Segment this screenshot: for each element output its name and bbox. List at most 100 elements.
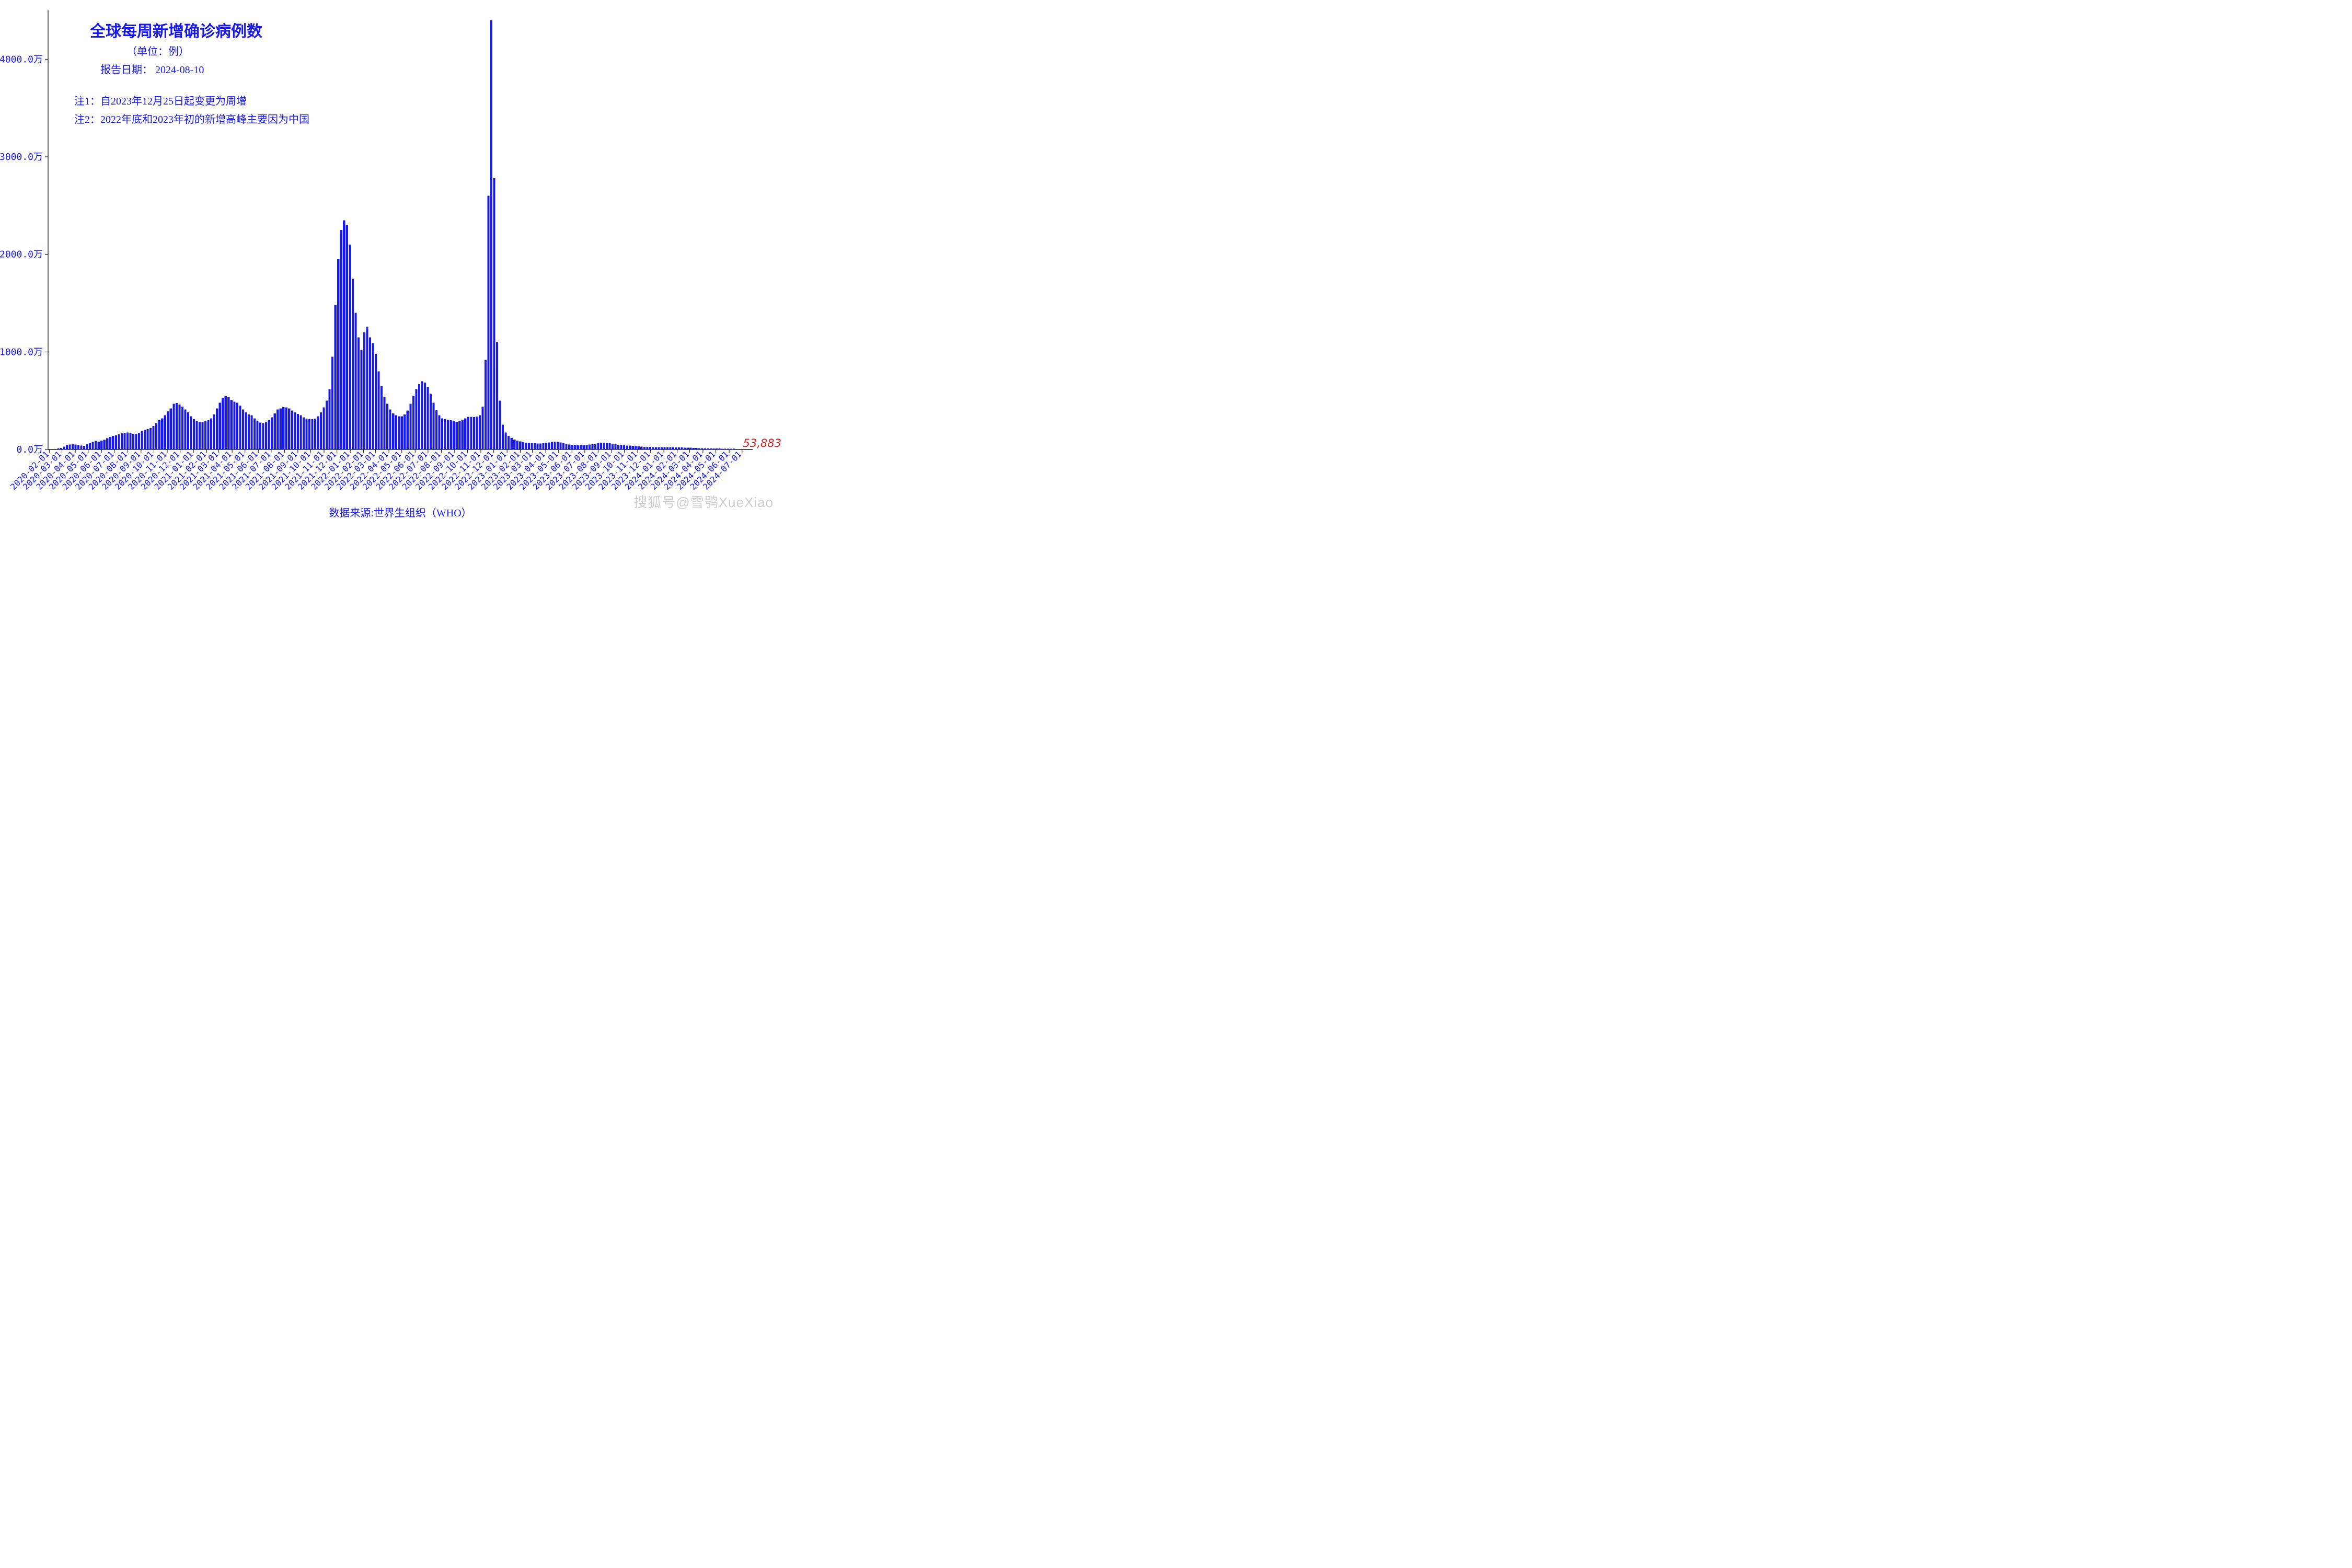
bar xyxy=(481,407,483,449)
bar xyxy=(600,443,602,449)
bar xyxy=(100,441,102,449)
bar xyxy=(141,431,143,449)
bar xyxy=(158,420,160,449)
bar xyxy=(280,409,282,449)
bar xyxy=(187,412,189,449)
bar xyxy=(701,448,703,449)
bar xyxy=(456,422,458,449)
bar xyxy=(250,416,252,449)
bar xyxy=(580,445,582,449)
bar xyxy=(487,196,489,449)
bar xyxy=(63,446,65,449)
bar xyxy=(135,434,137,449)
bar xyxy=(562,443,564,449)
bar xyxy=(577,445,579,449)
bar xyxy=(149,428,152,449)
bar xyxy=(271,417,273,449)
bar xyxy=(176,403,178,449)
bar xyxy=(352,279,354,449)
y-tick-label: 4000.0万 xyxy=(0,54,43,65)
bar xyxy=(663,447,665,449)
bar xyxy=(398,417,400,449)
bar xyxy=(132,434,134,449)
bar xyxy=(640,447,642,449)
report-date-label: 报告日期： 2024-08-10 xyxy=(100,64,204,76)
bar xyxy=(505,432,507,449)
bar xyxy=(123,433,125,449)
bar xyxy=(265,422,267,449)
bar xyxy=(629,446,631,449)
bar xyxy=(424,383,426,449)
bar xyxy=(597,443,599,449)
bar xyxy=(496,342,498,449)
chart-title: 全球每周新增确诊病例数 xyxy=(89,22,263,40)
chart-canvas: 0.0万1000.0万2000.0万3000.0万4000.0万2020-02-… xyxy=(0,0,784,523)
bar xyxy=(60,448,62,449)
bar xyxy=(377,372,379,449)
bar xyxy=(311,419,313,449)
bar xyxy=(103,440,106,449)
bar xyxy=(305,419,307,449)
bar xyxy=(386,403,388,449)
bar xyxy=(542,443,544,449)
bar xyxy=(519,442,521,449)
bar xyxy=(646,447,648,449)
bar xyxy=(288,409,290,449)
bar xyxy=(227,397,229,449)
bar xyxy=(294,412,296,449)
bar xyxy=(490,20,492,449)
source-label: 数据来源:世界生组织（WHO） xyxy=(329,507,471,519)
bar xyxy=(262,423,264,449)
bar xyxy=(155,423,157,449)
bar xyxy=(476,417,478,449)
bar xyxy=(118,434,120,449)
bar xyxy=(233,402,235,449)
bar xyxy=(560,443,562,449)
bar xyxy=(531,443,533,449)
bar xyxy=(432,402,434,449)
bar xyxy=(516,441,518,449)
bar xyxy=(464,418,466,449)
bar xyxy=(453,421,455,449)
bar xyxy=(473,417,475,449)
bar xyxy=(320,412,322,449)
bar xyxy=(144,430,146,449)
bar xyxy=(256,421,258,449)
bar xyxy=(230,400,233,449)
bar xyxy=(201,422,203,449)
bar xyxy=(666,447,668,449)
bar xyxy=(236,402,238,449)
bar xyxy=(375,354,377,449)
bar xyxy=(522,442,524,449)
bar xyxy=(499,401,501,449)
bar xyxy=(317,417,319,449)
bar xyxy=(326,401,328,449)
bar xyxy=(337,259,339,449)
bar xyxy=(129,433,131,449)
bar xyxy=(435,410,437,449)
bar xyxy=(687,447,689,449)
bar xyxy=(681,447,683,449)
bar xyxy=(678,447,680,449)
bar xyxy=(444,419,446,449)
bar xyxy=(274,413,276,449)
watermark: 搜狐号@雪鸮XueXiao xyxy=(633,494,774,510)
bar xyxy=(153,426,155,449)
bar xyxy=(554,442,556,449)
bar xyxy=(615,444,617,449)
bar xyxy=(661,447,663,449)
bar xyxy=(525,443,527,449)
bar xyxy=(566,444,568,449)
bar xyxy=(626,445,628,449)
bar xyxy=(92,442,94,449)
bar xyxy=(421,381,423,449)
bar xyxy=(195,421,198,449)
bar xyxy=(354,313,356,449)
bar xyxy=(392,413,394,449)
bar xyxy=(331,357,333,449)
bar xyxy=(222,398,224,449)
bar xyxy=(68,445,71,449)
bar xyxy=(276,409,279,449)
chart-subtitle: （单位：例） xyxy=(126,45,189,57)
y-tick-label: 3000.0万 xyxy=(0,152,43,163)
